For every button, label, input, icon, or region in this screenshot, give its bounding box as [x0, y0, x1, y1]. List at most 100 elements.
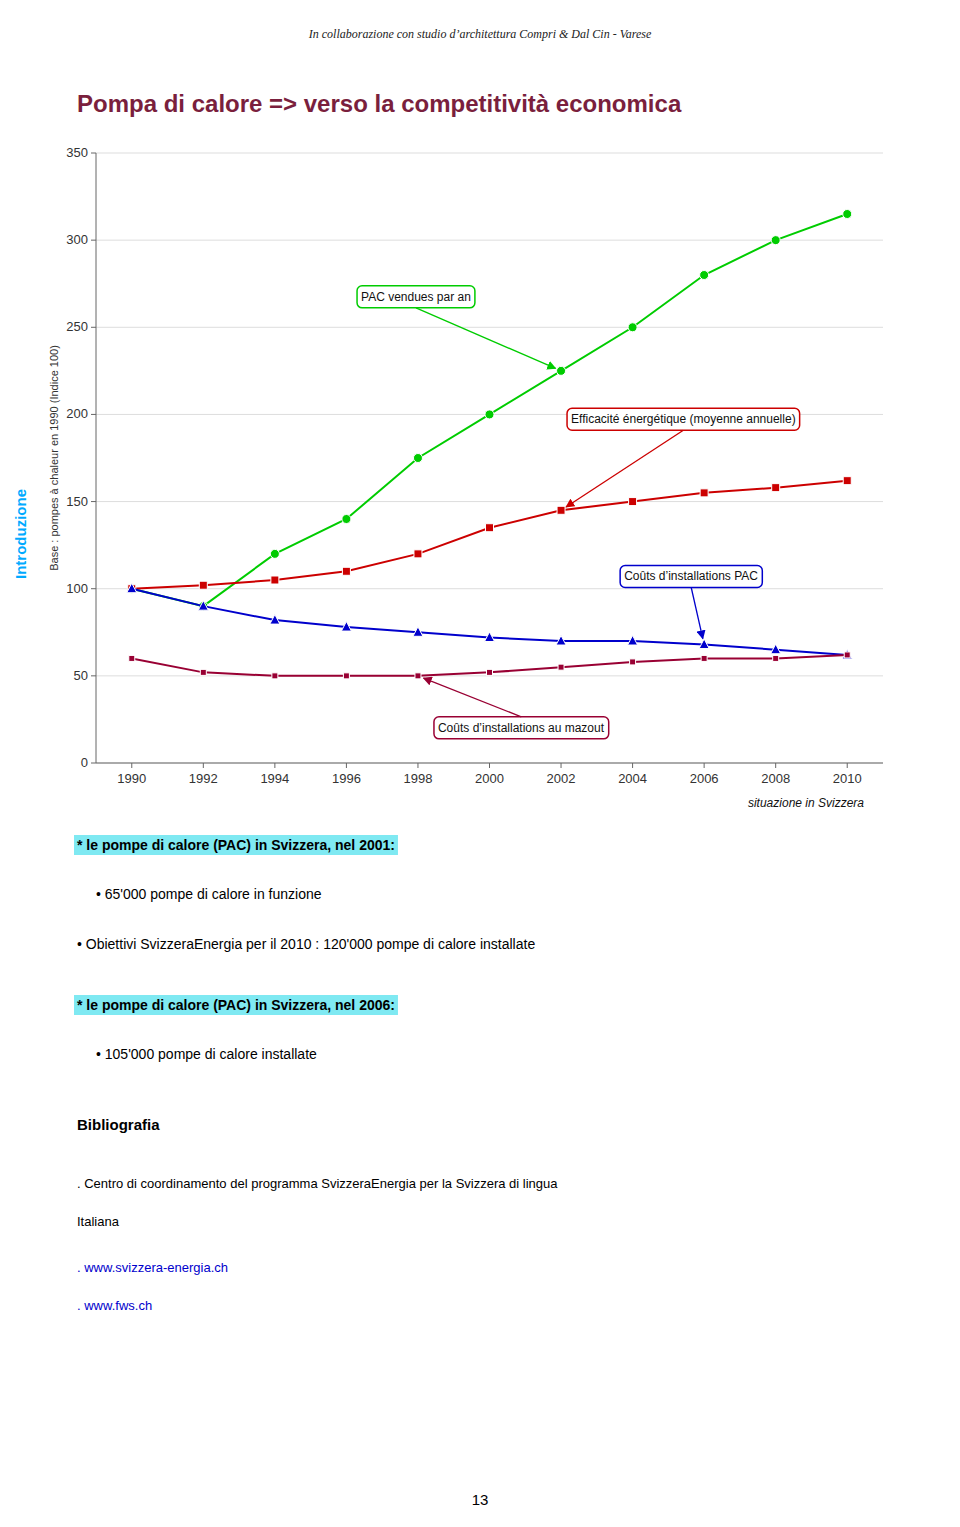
x-tick [632, 763, 633, 768]
plot-data [127, 210, 852, 679]
point-marker [198, 601, 208, 611]
point-marker [270, 615, 280, 625]
x-axis-line [96, 763, 883, 764]
bullet: • 105'000 pompe di calore installate [96, 1046, 317, 1062]
bib-entry: Italiana [77, 1214, 120, 1229]
callout-label: Coûts d’installations au mazout [438, 721, 605, 735]
callout-label: Efficacité énergétique (moyenne annuelle… [571, 412, 796, 426]
series-line [132, 655, 847, 676]
y-tick-label: 100 [66, 581, 88, 596]
x-tick-label: 2006 [690, 771, 719, 786]
bibliography: Bibliografia . Centro di coordinamento de… [77, 1116, 558, 1313]
point-marker [772, 484, 780, 492]
point-marker [843, 477, 851, 485]
point-marker [485, 632, 495, 642]
x-tick-label: 2008 [761, 771, 790, 786]
text-sections: * le pompe di calore (PAC) in Svizzera, … [74, 835, 535, 1062]
y-tick [91, 588, 96, 589]
bib-link: . www.svizzera-energia.ch [77, 1260, 228, 1275]
point-marker [414, 550, 422, 558]
point-marker [700, 271, 709, 280]
bib-title: Bibliografia [77, 1116, 160, 1133]
point-marker [343, 673, 349, 679]
callout-arrow [424, 678, 522, 717]
note: situazione in Svizzera [748, 796, 864, 810]
callout: Coûts d’installations PAC [620, 565, 762, 638]
callout-label: PAC vendues par an [361, 290, 471, 304]
heading-highlight [74, 835, 398, 855]
point-marker [556, 636, 566, 646]
x-tick-label: 2000 [475, 771, 504, 786]
background [0, 0, 960, 1527]
page-svg: In collaborazione con studio d’architett… [0, 0, 960, 1527]
bib-entry: . Centro di coordinamento del programma … [77, 1176, 558, 1191]
axes: 0501001502002503003501990199219941996199… [48, 145, 883, 786]
point-marker [127, 583, 137, 593]
point-marker [342, 515, 351, 524]
grid-line [96, 327, 883, 328]
x-tick [561, 763, 562, 768]
point-marker [485, 410, 494, 419]
point-marker [628, 636, 638, 646]
point-marker [628, 323, 637, 332]
bib-link: . www.fws.ch [77, 1298, 152, 1313]
x-tick-label: 2010 [833, 771, 862, 786]
point-marker [701, 655, 707, 661]
point-marker [630, 659, 636, 665]
point-marker [413, 454, 422, 463]
y-axis-label: Base : pompes à chaleur en 1990 (Indice … [48, 345, 60, 571]
y-tick-label: 150 [66, 494, 88, 509]
x-tick [489, 763, 490, 768]
callout-box [357, 286, 475, 308]
grid-line [96, 501, 883, 502]
point-marker [271, 576, 279, 584]
y-tick-label: 250 [66, 319, 88, 334]
callout-label: Coûts d’installations PAC [624, 569, 758, 583]
heading-highlight [74, 995, 398, 1015]
y-axis-line [96, 153, 97, 763]
page-number: 13 [472, 1491, 489, 1508]
x-tick-label: 1996 [332, 771, 361, 786]
point-marker [700, 489, 708, 497]
y-tick-label: 50 [74, 668, 88, 683]
section-heading: * le pompe di calore (PAC) in Svizzera, … [77, 997, 395, 1013]
callout-box [434, 717, 609, 739]
point-marker [557, 506, 565, 514]
x-tick [417, 763, 418, 768]
point-marker [773, 655, 779, 661]
callout-box [567, 408, 800, 430]
point-marker [129, 655, 135, 661]
bullet: • 65'000 pompe di calore in funzione [96, 886, 322, 902]
point-marker [486, 524, 494, 532]
point-marker [487, 669, 493, 675]
x-tick [131, 763, 132, 768]
point-marker [342, 567, 350, 575]
point-marker [270, 549, 279, 558]
y-tick [91, 414, 96, 415]
y-tick-label: 200 [66, 406, 88, 421]
page: { "header": "In collaborazione con studi… [0, 0, 960, 1527]
point-marker [341, 622, 351, 632]
x-tick [775, 763, 776, 768]
x-tick [274, 763, 275, 768]
grid-line [96, 153, 883, 154]
y-tick-label: 350 [66, 145, 88, 160]
point-marker [844, 652, 850, 658]
y-tick-label: 0 [81, 755, 88, 770]
point-marker [699, 639, 709, 649]
section-heading-group: * le pompe di calore (PAC) in Svizzera, … [74, 835, 398, 855]
callout: Coûts d’installations au mazout [424, 678, 609, 739]
callouts: PAC vendues par an Efficacité énergétique… [357, 286, 800, 739]
header: In collaborazione con studio d’architett… [308, 27, 652, 41]
section-heading-group: * le pompe di calore (PAC) in Svizzera, … [74, 995, 398, 1015]
point-marker [771, 236, 780, 245]
series-line [132, 214, 847, 606]
x-tick-label: 1990 [117, 771, 146, 786]
chart-title: Pompa di calore => verso la competitivit… [77, 90, 682, 117]
x-tick-label: 2002 [547, 771, 576, 786]
point-marker [557, 366, 566, 375]
callout-box [620, 565, 762, 587]
x-tick-label: 2004 [618, 771, 647, 786]
x-tick [847, 763, 848, 768]
x-tick [704, 763, 705, 768]
